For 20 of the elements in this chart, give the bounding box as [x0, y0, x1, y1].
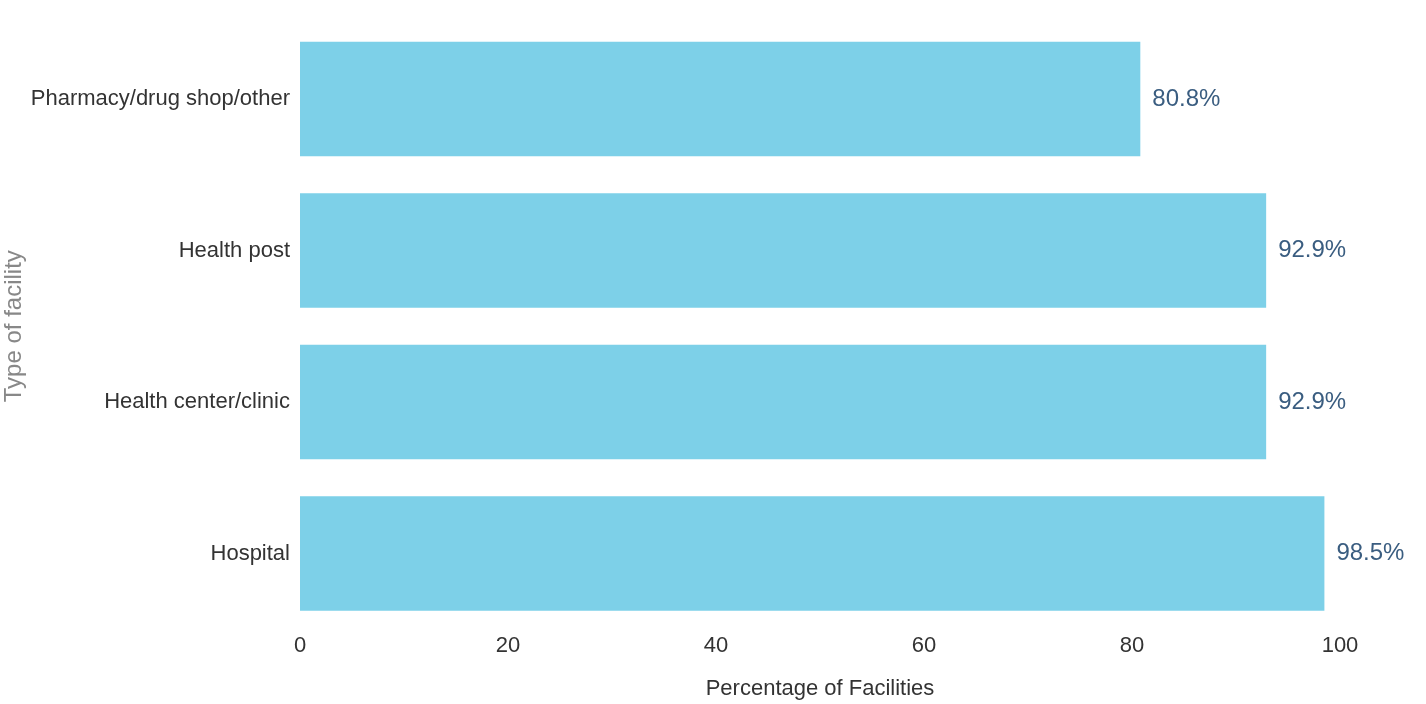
y-axis-title: Type of facility — [0, 250, 27, 403]
x-tick-label: 20 — [495, 632, 521, 658]
y-tick-label: Health post — [178, 236, 290, 262]
y-tick-label: Health center/clinic — [104, 388, 290, 414]
x-tick-label: 80 — [1119, 632, 1145, 658]
data-label: 98.5% — [1336, 538, 1405, 566]
x-tick-label: 40 — [703, 632, 729, 658]
y-tick-label: Pharmacy/drug shop/other — [30, 85, 290, 111]
y-tick-label: Hospital — [210, 539, 290, 565]
x-tick-label: 0 — [293, 632, 307, 658]
data-label: 92.9% — [1278, 235, 1347, 263]
bar — [300, 193, 1267, 308]
data-label: 92.9% — [1278, 386, 1347, 414]
bar — [300, 41, 1141, 157]
x-tick-label: 60 — [911, 632, 937, 658]
x-tick-label: 100 — [1321, 632, 1359, 658]
bar — [300, 496, 1325, 611]
bar — [300, 344, 1267, 460]
x-axis-title: Percentage of Facilities — [705, 674, 935, 700]
data-label: 80.8% — [1152, 83, 1221, 111]
